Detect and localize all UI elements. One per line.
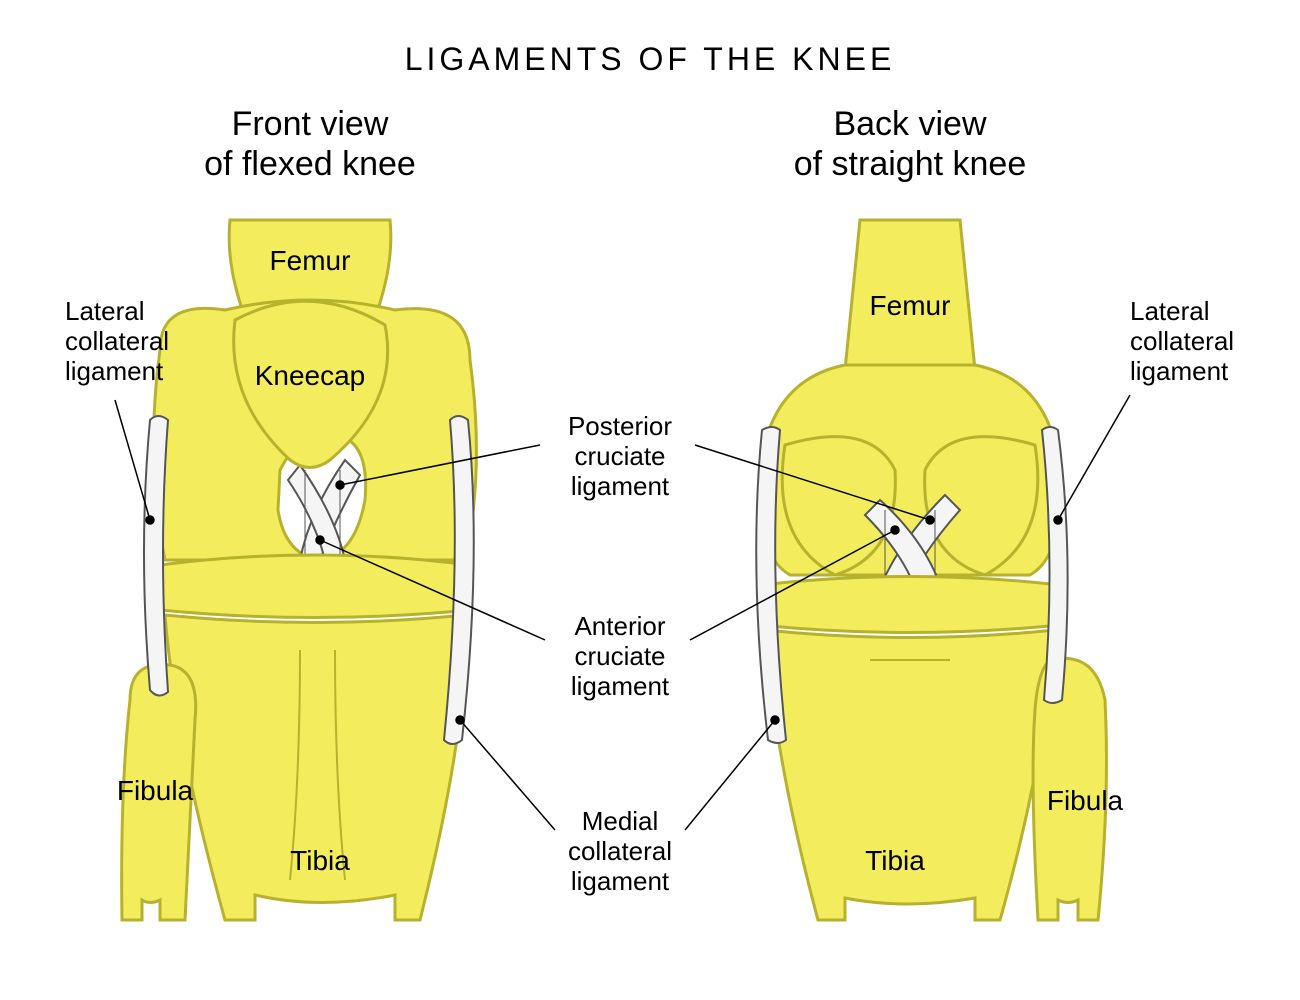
back-femur-label: Femur — [870, 290, 951, 321]
main-title: LIGAMENTS OF THE KNEE — [405, 41, 896, 77]
back-tibia-label: Tibia — [865, 845, 925, 876]
svg-text:collateral: collateral — [568, 836, 672, 866]
front-view-title-l1: Front view — [232, 105, 389, 143]
mcl-label: Medial collateral ligament — [568, 806, 672, 896]
svg-text:ligament: ligament — [571, 866, 670, 896]
pcl-label: Posterior cruciate ligament — [568, 411, 672, 501]
lcl-label-right: Lateral collateral ligament — [1130, 296, 1234, 386]
back-lcl — [1042, 427, 1068, 703]
svg-text:Posterior: Posterior — [568, 411, 672, 441]
front-view-title-l2: of flexed knee — [204, 145, 416, 183]
front-tibia-label: Tibia — [290, 845, 350, 876]
svg-text:cruciate: cruciate — [574, 641, 665, 671]
back-view-title-l1: Back view — [833, 105, 986, 143]
svg-text:ligament: ligament — [571, 471, 670, 501]
back-tibial-plateau — [760, 577, 1060, 633]
svg-text:collateral: collateral — [65, 326, 169, 356]
svg-text:ligament: ligament — [1130, 356, 1229, 386]
svg-text:ligament: ligament — [571, 671, 670, 701]
front-kneecap-label: Kneecap — [255, 360, 366, 391]
svg-text:ligament: ligament — [65, 356, 164, 386]
svg-text:Anterior: Anterior — [574, 611, 665, 641]
front-fibula-label: Fibula — [117, 775, 194, 806]
front-femur-label: Femur — [270, 245, 351, 276]
back-tibia — [765, 630, 1055, 920]
lcl-label-left: Lateral collateral ligament — [65, 296, 169, 386]
svg-text:Lateral: Lateral — [1130, 296, 1210, 326]
back-fibula-label: Fibula — [1047, 785, 1124, 816]
svg-text:Medial: Medial — [582, 806, 659, 836]
svg-text:Lateral: Lateral — [65, 296, 145, 326]
diagram: LIGAMENTS OF THE KNEE Front view of flex… — [0, 0, 1300, 1000]
acl-label: Anterior cruciate ligament — [571, 611, 670, 701]
svg-text:cruciate: cruciate — [574, 441, 665, 471]
svg-text:collateral: collateral — [1130, 326, 1234, 356]
back-knee: Femur Fibula Tibia — [756, 220, 1123, 920]
back-view-title-l2: of straight knee — [794, 145, 1026, 183]
front-knee: Femur Kneecap Fibula Tibia — [117, 220, 477, 920]
